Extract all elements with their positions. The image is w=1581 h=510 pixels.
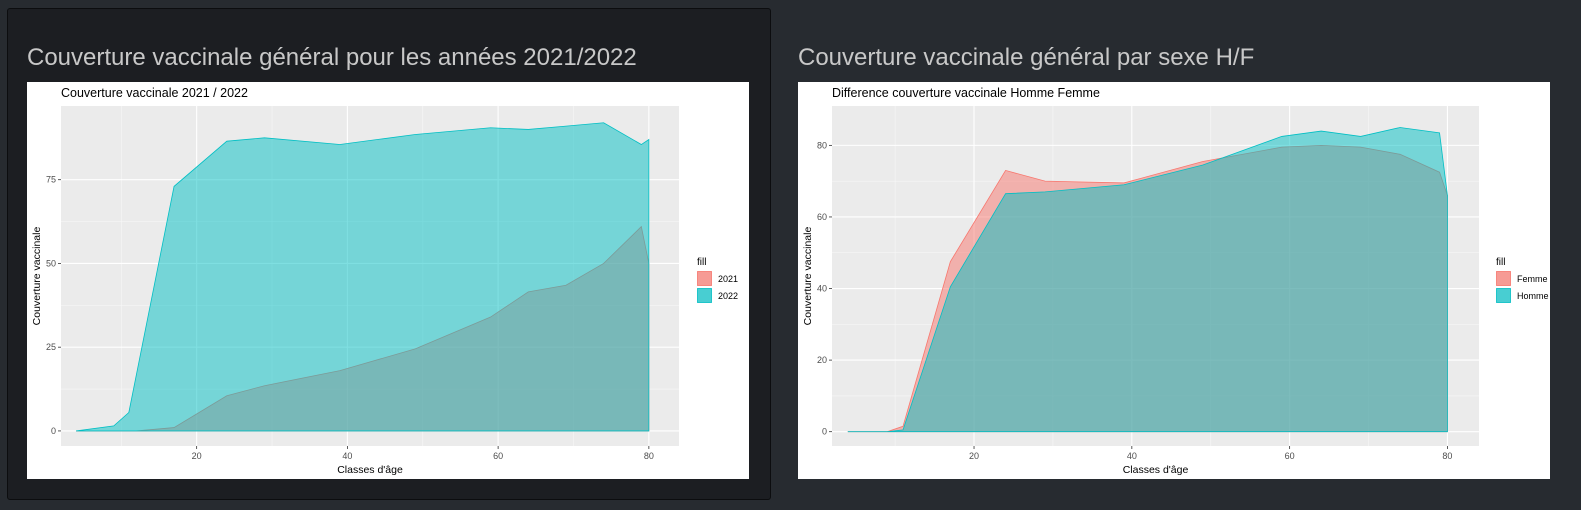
y-axis-label: Couverture vaccinale: [31, 227, 43, 326]
legend-key-2021: [697, 271, 712, 286]
tick-label-y: 60: [817, 212, 827, 222]
chart-sex-svg: 0 20 40 60 80 20 40 60 80 Difference couverture v…: [802, 86, 1549, 476]
y-axis-label: Couverture vaccinale: [802, 227, 814, 326]
legend-title: fill: [1496, 257, 1505, 268]
tick-label-x: 60: [1285, 451, 1295, 461]
chart-years: 0 25 50 75 20 40 60 80 Couverture vaccinale 2021…: [27, 82, 749, 479]
tick-label-x: 20: [969, 451, 979, 461]
legend-title: fill: [697, 257, 706, 268]
legend-key-homme: [1496, 288, 1511, 303]
tick-label-y: 0: [51, 426, 56, 436]
chart-title: Difference couverture vaccinale Homme Fe…: [832, 86, 1100, 100]
chart-sex: 0 20 40 60 80 20 40 60 80 Difference couverture v…: [798, 82, 1550, 479]
tick-label-y: 80: [817, 140, 827, 150]
legend-key-femme: [1496, 271, 1511, 286]
tick-label-x: 40: [342, 451, 352, 461]
legend-label: Homme: [1517, 291, 1549, 301]
panel-title-sex: Couverture vaccinale général par sexe H/…: [798, 44, 1255, 71]
legend-key-2022: [697, 288, 712, 303]
panel-title-years: Couverture vaccinale général pour les an…: [27, 44, 637, 71]
legend-label: 2022: [718, 291, 738, 301]
tick-label-x: 80: [1442, 451, 1452, 461]
x-axis-label: Classes d'âge: [337, 464, 403, 476]
area-series-2022: [76, 122, 650, 432]
tick-label-y: 25: [46, 342, 56, 352]
tick-label-x: 60: [493, 451, 503, 461]
chart-title: Couverture vaccinale 2021 / 2022: [61, 86, 248, 100]
legend-label: Femme: [1517, 274, 1548, 284]
legend-label: 2021: [718, 274, 738, 284]
tick-label-y: 0: [822, 427, 827, 437]
tick-label-y: 20: [817, 355, 827, 365]
tick-label-x: 20: [192, 451, 202, 461]
area-series-homme: [847, 127, 1448, 433]
tick-label-x: 40: [1127, 451, 1137, 461]
tick-label-y: 75: [46, 175, 56, 185]
x-axis-label: Classes d'âge: [1123, 464, 1189, 476]
chart-years-svg: 0 25 50 75 20 40 60 80 Couverture vaccinale 2021…: [31, 86, 738, 476]
tick-label-x: 80: [644, 451, 654, 461]
tick-label-y: 50: [46, 258, 56, 268]
tick-label-y: 40: [817, 284, 827, 294]
